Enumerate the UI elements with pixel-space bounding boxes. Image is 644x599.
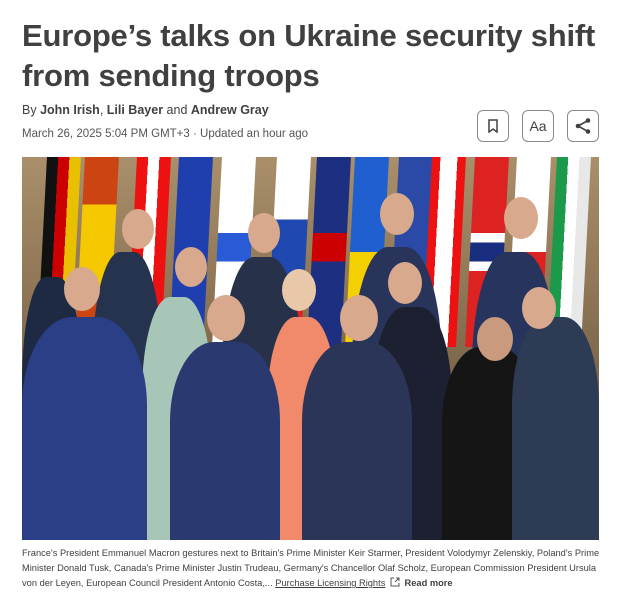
author-link[interactable]: John Irish (40, 103, 100, 117)
head (64, 267, 100, 311)
author-link[interactable]: Andrew Gray (190, 103, 269, 117)
person (302, 342, 412, 540)
bookmark-icon (488, 119, 498, 133)
head (122, 209, 154, 249)
read-more-button[interactable]: Read more (404, 578, 453, 588)
person (512, 317, 599, 540)
head (522, 287, 556, 329)
publish-date: March 26, 2025 5:04 PM GMT+3 · Updated a… (22, 128, 309, 140)
byline-and: and (166, 103, 188, 117)
bookmark-button[interactable] (477, 110, 509, 142)
person (170, 342, 280, 540)
share-button[interactable] (567, 110, 599, 142)
head (248, 213, 280, 253)
head (504, 197, 538, 239)
head (477, 317, 513, 361)
article-title: Europe’s talks on Ukraine security shift… (22, 18, 596, 93)
byline: By John Irish, Lili Bayer and Andrew Gra… (22, 103, 269, 117)
author-link[interactable]: Lili Bayer (106, 103, 164, 117)
text-size-label: Aa (529, 118, 547, 134)
purchase-licensing-link[interactable]: Purchase Licensing Rights (275, 578, 386, 588)
text-size-button[interactable]: Aa (522, 110, 554, 142)
caption-text: France's President Emmanuel Macron gestu… (22, 548, 600, 588)
photo-caption: France's President Emmanuel Macron gestu… (22, 546, 602, 591)
article-photo[interactable] (22, 157, 599, 540)
external-link-icon (390, 577, 400, 587)
head (388, 262, 422, 304)
head (175, 247, 207, 287)
byline-separator: , (99, 103, 104, 117)
head (380, 193, 414, 235)
person (22, 317, 147, 540)
head (207, 295, 245, 341)
share-icon (575, 118, 591, 134)
head (340, 295, 378, 341)
byline-prefix: By (22, 103, 37, 117)
head (282, 269, 316, 311)
